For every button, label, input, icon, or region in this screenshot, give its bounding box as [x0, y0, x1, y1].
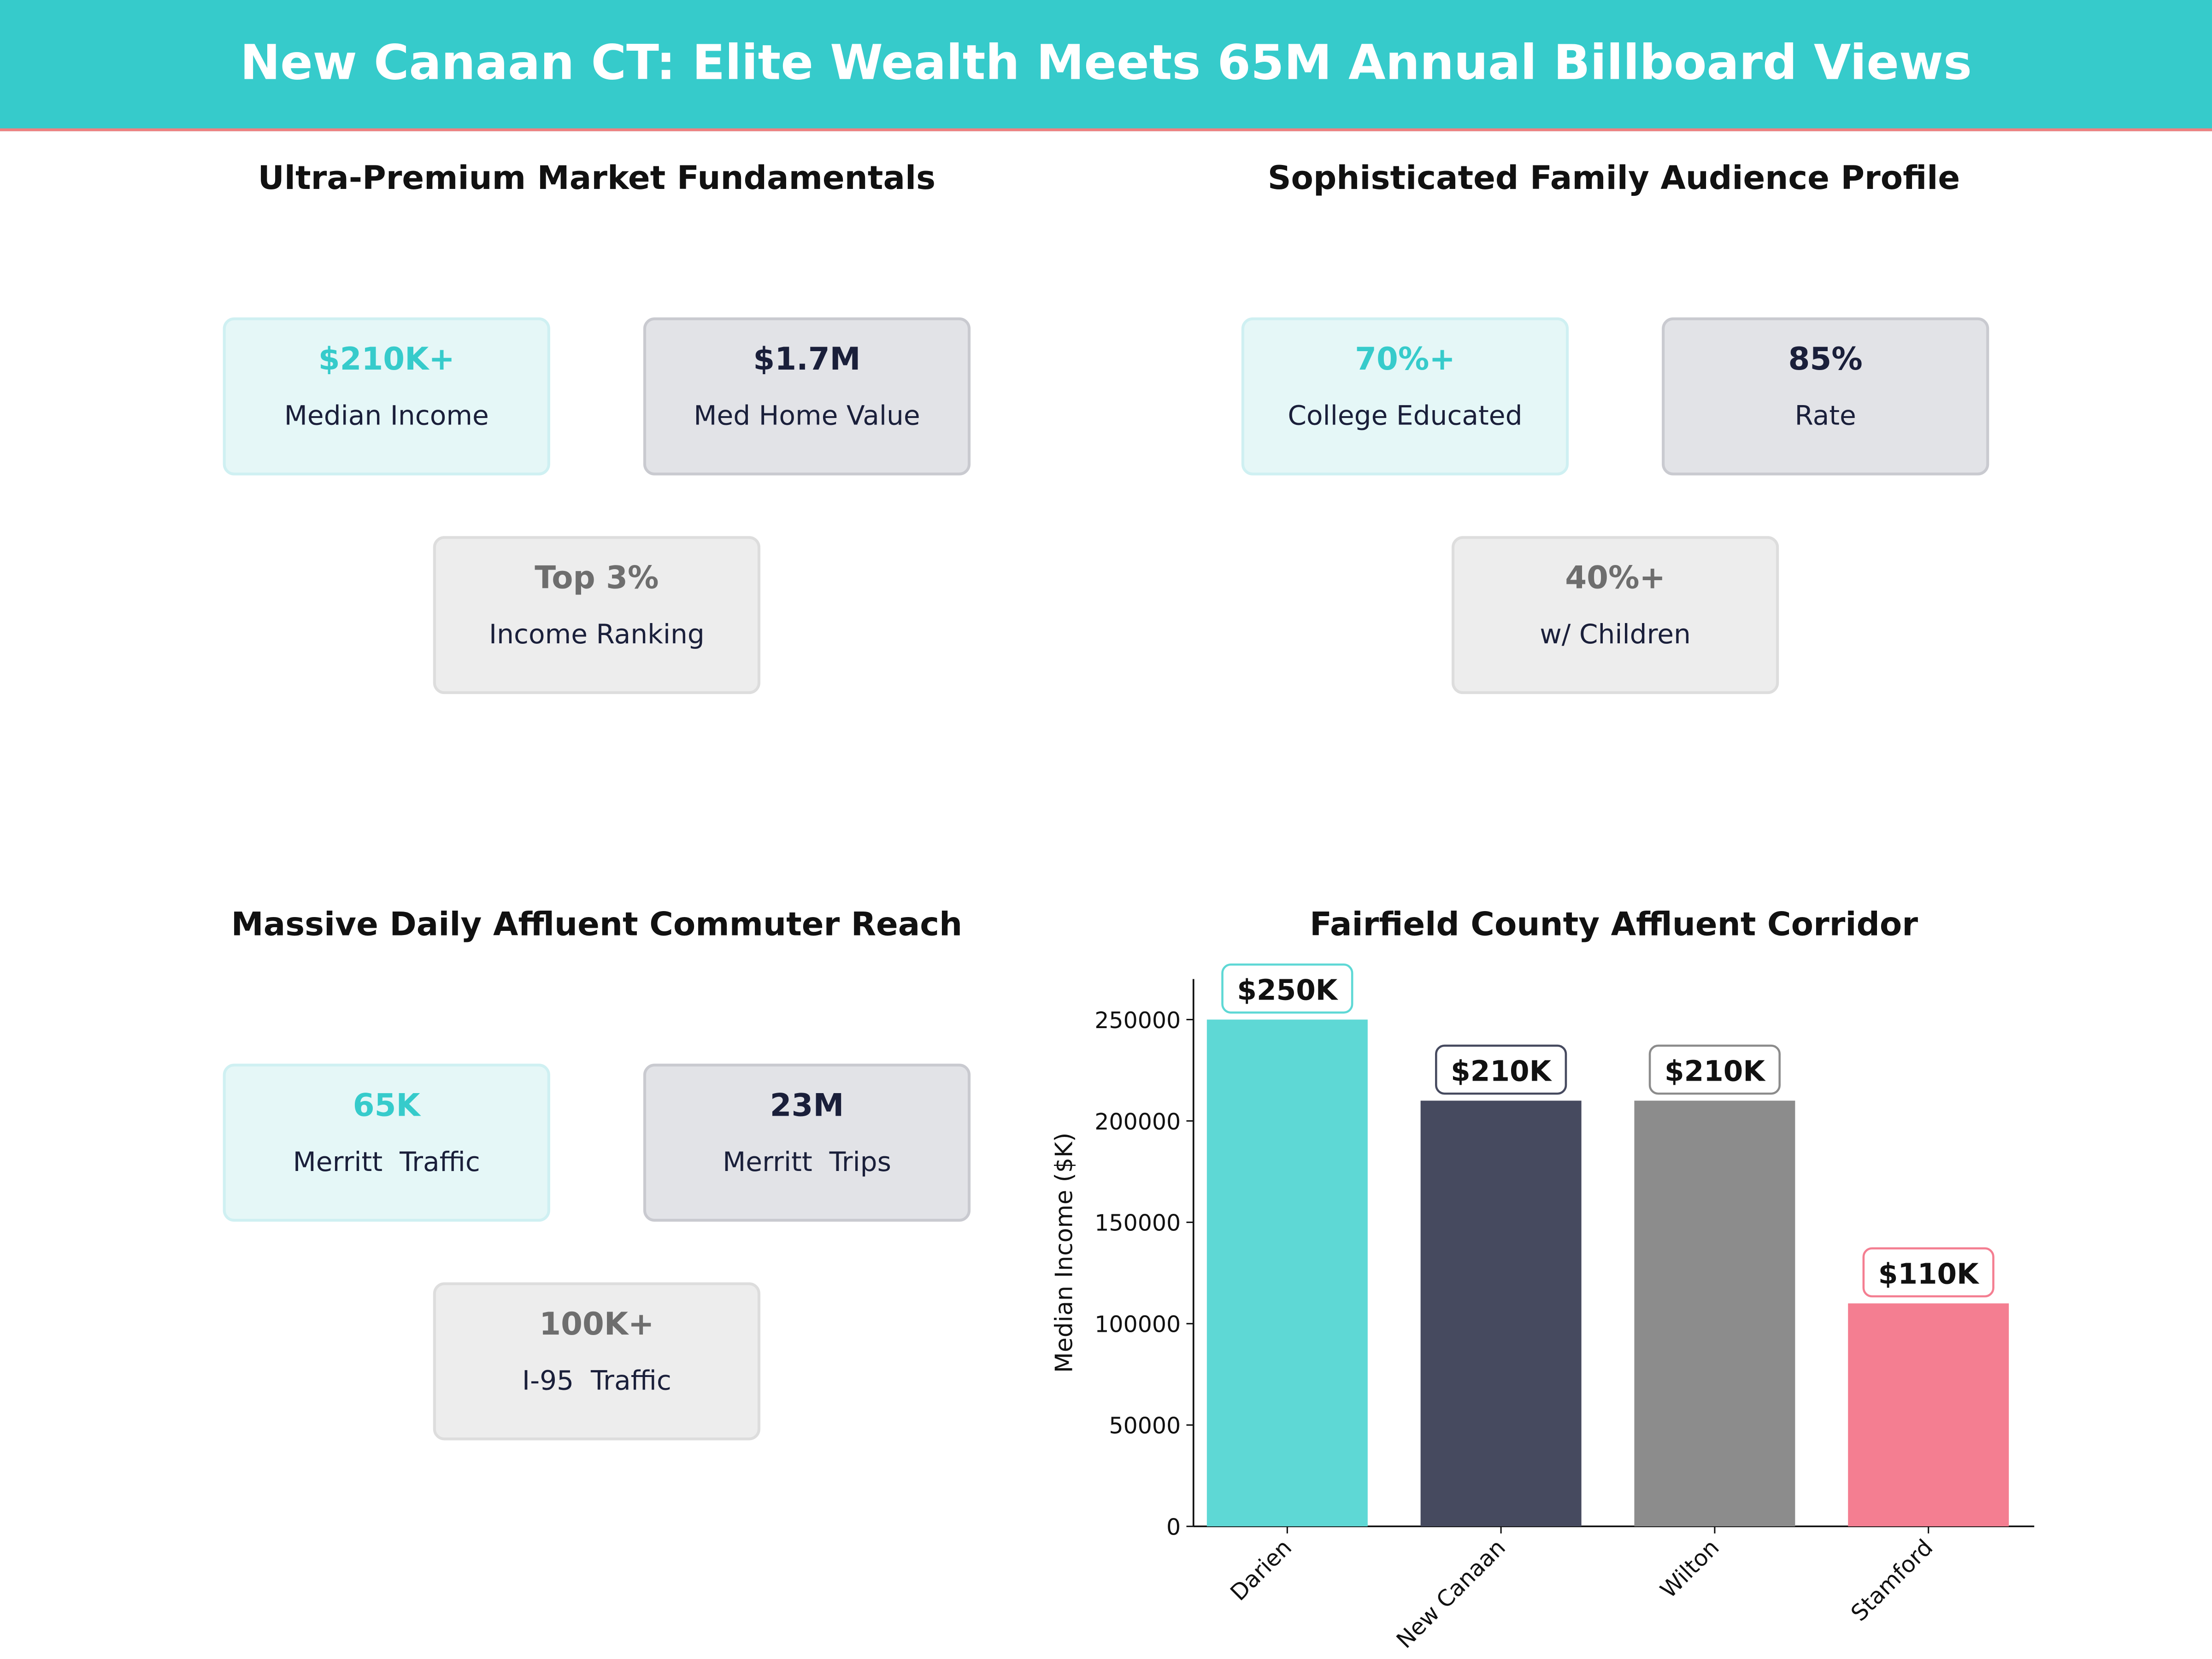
page-title: New Canaan CT: Elite Wealth Meets 65M An…	[240, 35, 1972, 92]
header-banner: New Canaan CT: Elite Wealth Meets 65M An…	[0, 0, 2212, 131]
stat-label: w/ Children	[1540, 619, 1691, 651]
y-tick-label: 50000	[1109, 1413, 1181, 1439]
stat-value: 100K+	[539, 1307, 654, 1343]
stat-value: $1.7M	[753, 342, 861, 378]
stat-card-merritt-trips: 23M Merritt Trips	[643, 1064, 971, 1222]
x-tick-label: Wilton	[1655, 1534, 1724, 1603]
panel-title-audience: Sophisticated Family Audience Profile	[1267, 160, 1960, 198]
stat-value: Top 3%	[535, 561, 659, 597]
x-tick-label: Darien	[1225, 1534, 1297, 1606]
bar-stamford	[1848, 1303, 2009, 1527]
data-label-box	[1435, 1044, 1567, 1095]
y-tick-label: 100000	[1094, 1312, 1181, 1338]
stat-card-college: 70%+ College Educated	[1241, 317, 1569, 476]
stat-value: 85%	[1788, 342, 1863, 378]
stat-label: Merritt Traffic	[293, 1147, 480, 1178]
stat-value: 40%+	[1565, 561, 1665, 597]
data-label: $110K	[1878, 1258, 1980, 1290]
data-label-box	[1862, 1247, 1994, 1298]
stat-card-home-value: $1.7M Med Home Value	[643, 317, 971, 476]
stat-value: 23M	[770, 1089, 844, 1124]
stat-value: 70%+	[1355, 342, 1455, 378]
stat-card-income-ranking: Top 3% Income Ranking	[433, 536, 760, 694]
data-label: $250K	[1237, 974, 1338, 1007]
stat-label: Med Home Value	[694, 400, 920, 432]
stat-label: Merritt Trips	[723, 1147, 891, 1178]
stat-label: Income Ranking	[488, 619, 705, 651]
stat-label: Rate	[1794, 400, 1856, 432]
stat-value: $210K+	[318, 342, 455, 378]
x-tick-label: New Canaan	[1391, 1534, 1511, 1653]
data-label: $210K	[1665, 1055, 1766, 1088]
panel-title-commuter: Massive Daily Affluent Commuter Reach	[231, 907, 963, 944]
data-label: $210K	[1451, 1055, 1552, 1088]
bar-wilton	[1634, 1100, 1795, 1527]
bar-darien	[1206, 1019, 1368, 1527]
y-tick-label: 150000	[1094, 1210, 1181, 1236]
stat-card-median-income: $210K+ Median Income	[223, 317, 550, 476]
y-axis-label: Median Income ($K)	[1051, 1133, 1078, 1373]
y-tick-label: 250000	[1094, 1007, 1181, 1034]
stat-card-rate: 85% Rate	[1662, 317, 1989, 476]
bar-new-canaan	[1420, 1100, 1582, 1527]
x-tick-label: Stamford	[1846, 1534, 1938, 1626]
stat-card-children: 40%+ w/ Children	[1451, 536, 1779, 694]
stat-label: I-95 Traffic	[522, 1365, 671, 1397]
stat-card-merritt-traffic: 65K Merritt Traffic	[223, 1064, 550, 1222]
data-label-box	[1648, 1044, 1781, 1095]
data-label-box	[1221, 963, 1353, 1014]
stat-label: College Educated	[1288, 400, 1523, 432]
stat-card-i95-traffic: 100K+ I-95 Traffic	[433, 1282, 760, 1441]
panel-title-market: Ultra-Premium Market Fundamentals	[258, 160, 936, 198]
stat-label: Median Income	[284, 400, 489, 432]
y-tick-label: 0	[1166, 1514, 1181, 1541]
chart-title: Fairfield County Affluent Corridor	[1309, 907, 1918, 944]
y-tick-label: 200000	[1094, 1109, 1181, 1135]
stat-value: 65K	[353, 1089, 420, 1124]
